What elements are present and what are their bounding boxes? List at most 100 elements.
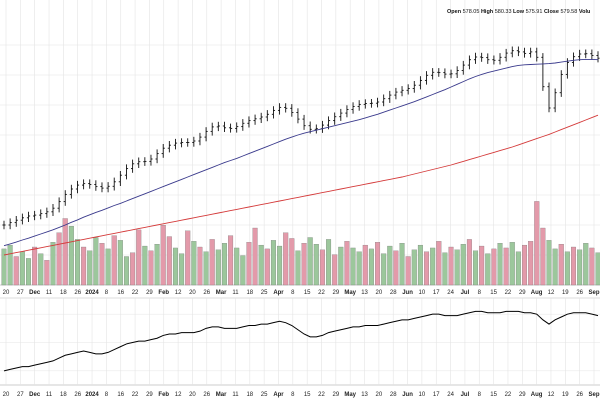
volume-bar [362,244,368,286]
x-tick-label: 8 [478,290,482,296]
x-tick-label-lower: 22 [132,392,139,398]
x-tick-label-lower: 11 [46,392,53,398]
volume-bar [136,229,142,286]
moving-average-long-line [3,114,599,256]
volume-bar [356,251,362,286]
volume-bar [577,249,583,286]
volume-bar [166,236,172,286]
volume-bar [68,225,74,286]
volume-bar [19,251,25,286]
ohlc-key: Open [447,9,463,15]
volume-bar [246,242,252,286]
volume-bar [301,243,307,286]
x-tick-label: 18 [60,290,67,296]
volume-bar [332,254,338,286]
volume-bar [589,247,595,286]
volume-bar [289,238,295,286]
volume-bar [319,249,325,286]
x-tick-label-lower: 19 [562,392,569,398]
x-tick-label: 28 [390,290,397,296]
volume-bar [44,260,50,286]
volume-bar [571,246,576,286]
x-tick-label: 10 [419,290,426,296]
x-tick-label: Sep [588,290,599,296]
volume-bar [460,244,466,286]
volume-bar [117,240,123,286]
volume-bar [381,253,387,286]
volume-bar [50,242,56,286]
moving-average-short-line [3,58,599,247]
ohlc-header: Open 578.05 High 580.33 Low 575.91 Close… [447,9,590,15]
x-tick-label: 13 [361,290,368,296]
x-tick-label: 27 [17,290,24,296]
x-tick-label-lower: Jul [461,392,470,398]
x-tick-label: 8 [105,290,109,296]
volume-bar [558,244,564,286]
volume-bar [215,249,221,286]
x-tick-label-lower: 22 [318,392,325,398]
volume-bar [564,251,570,286]
volume-bar [160,225,166,286]
x-tick-label-lower: 26 [203,392,210,398]
x-tick-label: 22 [318,290,325,296]
x-tick-label-lower: 8 [291,392,295,398]
x-tick-label: 12 [175,290,182,296]
volume-bar [270,240,276,286]
x-tick-label-lower: 28 [390,392,397,398]
volume-bar [197,246,203,286]
grid-layer [0,0,600,386]
volume-bar [473,250,479,286]
x-tick-label: 18 [246,290,253,296]
x-tick-label-lower: May [344,392,356,398]
x-tick-label-lower: 29 [519,392,526,398]
x-tick-label: 29 [519,290,526,296]
volume-bar [466,239,472,286]
volume-bar [130,252,136,286]
x-tick-label: Feb [158,290,169,296]
volume-bar [185,230,191,286]
volume-bar [338,246,344,286]
x-tick-label-lower: 2024 [85,392,99,398]
x-tick-label: 22 [132,290,139,296]
volume-bar [436,241,442,286]
volume-bar [387,245,393,286]
volume-bar [172,247,178,286]
ohlc-key: Low [512,9,526,15]
x-tick-label-lower: 26 [576,392,583,398]
x-tick-label: 24 [447,290,454,296]
x-tick-label: Jul [461,290,470,296]
ohlc-value: 579.58 [560,9,577,15]
volume-bar [228,235,234,286]
volume-bar [93,237,99,286]
volume-bar [485,253,491,286]
volume-bar [503,247,509,286]
volume-bar [258,244,264,286]
volume-bar [32,246,38,286]
x-tick-label: 16 [117,290,124,296]
volume-bar [209,239,215,286]
x-tick-label-lower: 20 [3,392,10,398]
volume-bar [154,244,160,286]
volume-bar [534,201,540,286]
volume-bar [326,239,332,286]
x-tick-label: 22 [505,290,512,296]
volume-bar [417,244,423,286]
x-tick-label-lower: 29 [333,392,340,398]
x-tick-label: 26 [203,290,210,296]
volume-bar [295,250,301,286]
axis-layer: 20 27 Dec 11 18 26 2024 8 16 22 29 Feb 12 20 26 Mar 11 18… [3,290,600,398]
volume-bar [38,253,44,286]
x-tick-label-lower: Apr [273,392,284,398]
volume-bar [142,245,148,286]
x-tick-label-lower: 22 [505,392,512,398]
volume-bar [552,248,558,286]
volume-layer [1,201,600,286]
volume-bar [448,246,454,286]
x-tick-label-lower: Jun [402,392,413,398]
x-tick-label: 11 [232,290,239,296]
ohlc-key: High [479,9,494,15]
x-tick-label-lower: 8 [478,392,482,398]
volume-bar [313,244,319,286]
